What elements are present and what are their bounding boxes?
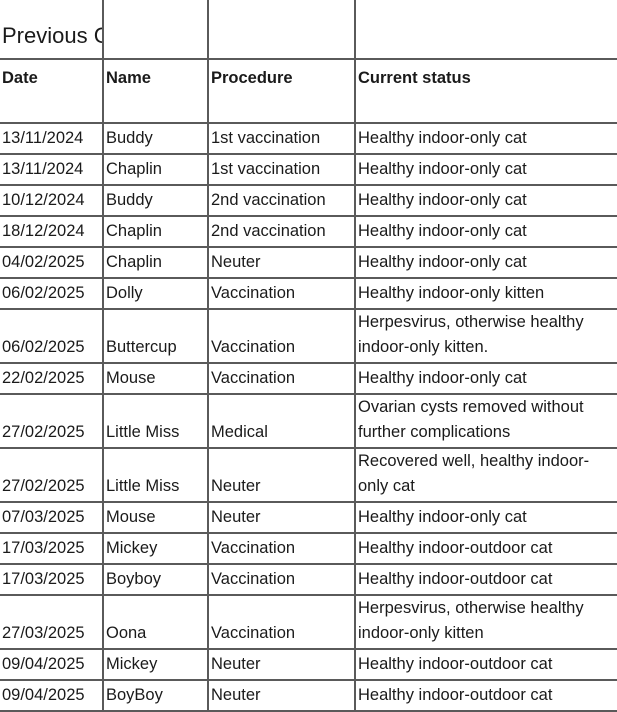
- cell-name[interactable]: Buddy: [102, 122, 209, 155]
- cell-date[interactable]: 17/03/2025: [0, 532, 104, 565]
- cell-procedure[interactable]: Neuter: [207, 501, 356, 534]
- table-row: 18/12/2024 Chaplin 2nd vaccination Healthy …: [0, 215, 617, 248]
- cell-name[interactable]: Mouse: [102, 362, 209, 395]
- cell-name[interactable]: Buddy: [102, 184, 209, 217]
- column-header-name: Name: [102, 58, 209, 124]
- sheet-title: Previous Claims: [0, 0, 104, 60]
- table-row: 27/02/2025 Little Miss Medical Ovarian cyst…: [0, 393, 617, 449]
- cell-procedure[interactable]: Neuter: [207, 679, 356, 712]
- table-row: 06/02/2025 Buttercup Vaccination Herpesviru…: [0, 308, 617, 364]
- cell-date[interactable]: 06/02/2025: [0, 277, 104, 310]
- cell-status[interactable]: Herpesvirus, otherwise healthy indoor-on…: [354, 594, 617, 650]
- cell-date[interactable]: 10/12/2024: [0, 184, 104, 217]
- table-row: 04/02/2025 Chaplin Neuter Healthy indoor-on…: [0, 246, 617, 279]
- table-row: 17/03/2025 Mickey Vaccination Healthy indoo…: [0, 532, 617, 565]
- cell-procedure[interactable]: 2nd vaccination: [207, 184, 356, 217]
- column-header-procedure: Procedure: [207, 58, 356, 124]
- cell-name[interactable]: Dolly: [102, 277, 209, 310]
- cell-date[interactable]: 27/02/2025: [0, 393, 104, 449]
- cell-procedure[interactable]: Medical: [207, 393, 356, 449]
- cell-status[interactable]: Healthy indoor-only kitten: [354, 277, 617, 310]
- table-row: 13/11/2024 Buddy 1st vaccination Healthy in…: [0, 122, 617, 155]
- cell-name[interactable]: Buttercup: [102, 308, 209, 364]
- cell-status[interactable]: Healthy indoor-only cat: [354, 215, 617, 248]
- cell-status[interactable]: Healthy indoor-outdoor cat: [354, 648, 617, 681]
- table-row: 27/02/2025 Little Miss Neuter Recovered wel…: [0, 447, 617, 503]
- cell-status[interactable]: Healthy indoor-only cat: [354, 122, 617, 155]
- title-row: Previous Claims: [0, 0, 617, 60]
- cell-name[interactable]: Chaplin: [102, 246, 209, 279]
- cell-status[interactable]: Healthy indoor-only cat: [354, 184, 617, 217]
- cell-procedure[interactable]: Neuter: [207, 648, 356, 681]
- table-row: 27/03/2025 Oona Vaccination Herpesvirus, ot…: [0, 594, 617, 650]
- table-row: 06/02/2025 Dolly Vaccination Healthy indoor…: [0, 277, 617, 310]
- cell-status[interactable]: Healthy indoor-only cat: [354, 153, 617, 186]
- table-row: 22/02/2025 Mouse Vaccination Healthy indoor…: [0, 362, 617, 395]
- cell-procedure[interactable]: 2nd vaccination: [207, 215, 356, 248]
- cell-status[interactable]: Herpesvirus, otherwise healthy indoor-on…: [354, 308, 617, 364]
- cell-status[interactable]: Ovarian cysts removed without further co…: [354, 393, 617, 449]
- cell-date[interactable]: 27/03/2025: [0, 594, 104, 650]
- cell-status[interactable]: Healthy indoor-only cat: [354, 501, 617, 534]
- table-row: 09/04/2025 Mickey Neuter Healthy indoor-out…: [0, 648, 617, 681]
- empty-cell: [102, 0, 209, 60]
- column-header-date: Date: [0, 58, 104, 124]
- cell-procedure[interactable]: Neuter: [207, 246, 356, 279]
- table-row: 17/03/2025 Boyboy Vaccination Healthy indoo…: [0, 563, 617, 596]
- cell-name[interactable]: Little Miss: [102, 447, 209, 503]
- table-row: 10/12/2024 Buddy 2nd vaccination Healthy in…: [0, 184, 617, 217]
- cell-name[interactable]: Little Miss: [102, 393, 209, 449]
- cell-date[interactable]: 17/03/2025: [0, 563, 104, 596]
- cell-date[interactable]: 04/02/2025: [0, 246, 104, 279]
- cell-procedure[interactable]: 1st vaccination: [207, 122, 356, 155]
- cell-procedure[interactable]: Vaccination: [207, 594, 356, 650]
- cell-date[interactable]: 07/03/2025: [0, 501, 104, 534]
- cell-procedure[interactable]: Vaccination: [207, 532, 356, 565]
- cell-procedure[interactable]: Vaccination: [207, 563, 356, 596]
- table-row: 09/04/2025 BoyBoy Neuter Healthy indoor-out…: [0, 679, 617, 712]
- table-row: 13/11/2024 Chaplin 1st vaccination Healthy …: [0, 153, 617, 186]
- cell-name[interactable]: BoyBoy: [102, 679, 209, 712]
- cell-date[interactable]: 13/11/2024: [0, 153, 104, 186]
- cell-date[interactable]: 09/04/2025: [0, 679, 104, 712]
- cell-procedure[interactable]: Vaccination: [207, 277, 356, 310]
- cell-name[interactable]: Chaplin: [102, 153, 209, 186]
- cell-name[interactable]: Boyboy: [102, 563, 209, 596]
- cell-status[interactable]: Healthy indoor-outdoor cat: [354, 679, 617, 712]
- cell-date[interactable]: 27/02/2025: [0, 447, 104, 503]
- header-row: Date Name Procedure Current status: [0, 58, 617, 124]
- empty-cell: [354, 0, 617, 60]
- cell-status[interactable]: Healthy indoor-only cat: [354, 362, 617, 395]
- cell-date[interactable]: 22/02/2025: [0, 362, 104, 395]
- cell-procedure[interactable]: Vaccination: [207, 308, 356, 364]
- cell-procedure[interactable]: 1st vaccination: [207, 153, 356, 186]
- cell-name[interactable]: Oona: [102, 594, 209, 650]
- cell-procedure[interactable]: Vaccination: [207, 362, 356, 395]
- cell-status[interactable]: Healthy indoor-only cat: [354, 246, 617, 279]
- cell-status[interactable]: Recovered well, healthy indoor-only cat: [354, 447, 617, 503]
- cell-date[interactable]: 13/11/2024: [0, 122, 104, 155]
- cell-date[interactable]: 18/12/2024: [0, 215, 104, 248]
- cell-name[interactable]: Chaplin: [102, 215, 209, 248]
- cell-date[interactable]: 06/02/2025: [0, 308, 104, 364]
- cell-name[interactable]: Mickey: [102, 648, 209, 681]
- empty-cell: [207, 0, 356, 60]
- cell-name[interactable]: Mouse: [102, 501, 209, 534]
- table-row: 07/03/2025 Mouse Neuter Healthy indoor-only…: [0, 501, 617, 534]
- cell-status[interactable]: Healthy indoor-outdoor cat: [354, 532, 617, 565]
- cell-name[interactable]: Mickey: [102, 532, 209, 565]
- cell-status[interactable]: Healthy indoor-outdoor cat: [354, 563, 617, 596]
- cell-procedure[interactable]: Neuter: [207, 447, 356, 503]
- cell-date[interactable]: 09/04/2025: [0, 648, 104, 681]
- column-header-status: Current status: [354, 58, 617, 124]
